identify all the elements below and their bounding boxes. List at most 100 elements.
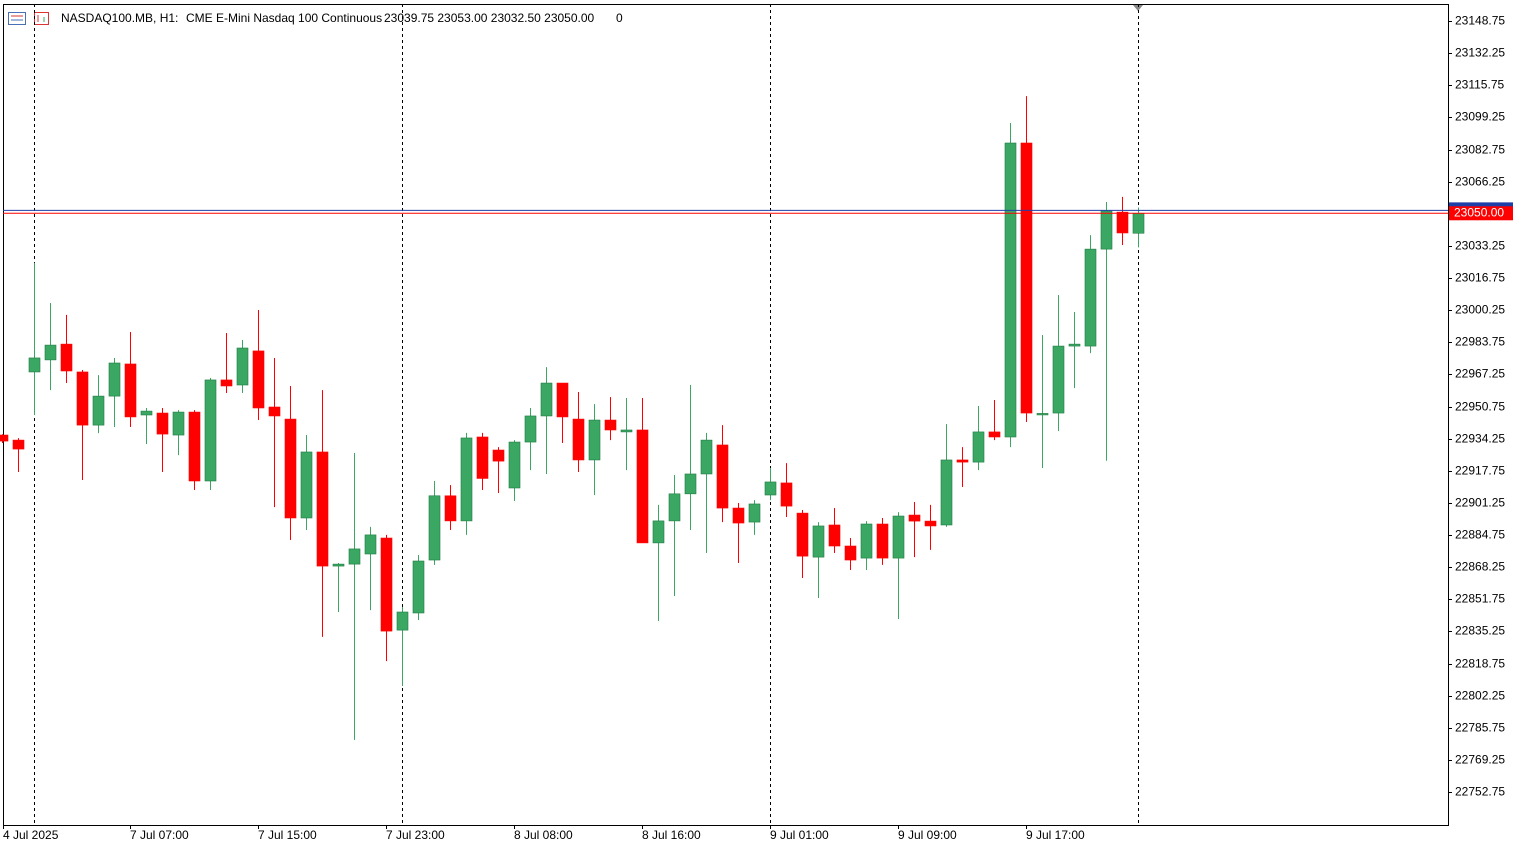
last-price-label: 23050.00 [1454,205,1504,219]
candle-body [332,563,345,567]
candle-body [556,382,569,418]
y-tick-label: 23132.25 [1455,46,1505,60]
candle-body [1052,345,1065,414]
candle-body [12,439,25,450]
candle-body [444,495,457,522]
candle-body [364,534,377,555]
candle-body [924,520,937,527]
y-tick-label: 22818.75 [1455,657,1505,671]
candle-body [252,350,265,409]
candle-body [108,362,121,397]
candle-body [204,379,217,482]
candle-body [700,439,713,475]
candle-body [1004,142,1017,438]
y-tick-label: 23082.75 [1455,143,1505,157]
candle-body [956,459,969,463]
x-tick-label: 7 Jul 23:00 [386,828,445,842]
x-tick-label: 9 Jul 17:00 [1026,828,1085,842]
y-tick-label: 23148.75 [1455,14,1505,28]
y-tick-label: 23115.75 [1455,78,1504,92]
candle-body [1116,211,1129,234]
candle-body [188,411,201,482]
candle-body [684,473,697,495]
candle-body [748,503,761,523]
y-tick-label: 22884.75 [1455,528,1505,542]
candle-body [764,481,777,496]
candle-body [1100,210,1113,250]
y-tick-label: 23000.25 [1455,303,1505,317]
candle-body [124,363,137,418]
candle-body [1084,248,1097,347]
candle-body [0,434,9,442]
candle-body [76,371,89,426]
y-tick-label: 23066.25 [1455,175,1505,189]
candle-body [44,344,57,361]
candle-body [1132,212,1145,234]
candle-body [172,411,185,436]
candle-body [268,406,281,417]
candle-body [988,431,1001,438]
candle-body [396,611,409,631]
plot-frame [3,4,1449,826]
candle-body [572,418,585,461]
candle-body [588,419,601,461]
candle-body [908,514,921,522]
candle-body [620,429,633,433]
candle-body [284,418,297,519]
candle-body [492,449,505,462]
candle-body [428,495,441,561]
x-tick-label: 7 Jul 07:00 [130,828,189,842]
ohlc: 23039.75 23053.00 23032.50 23050.00 [384,11,595,25]
candle-body [972,431,985,463]
candle-body [636,429,649,544]
y-tick-label: 23033.25 [1455,239,1505,253]
y-tick-label: 22950.75 [1455,400,1505,414]
candle-body [828,524,841,547]
candle-body [508,441,521,489]
candle-body [940,459,953,526]
y-tick-label: 22769.25 [1455,753,1505,767]
candle-body [460,437,473,522]
candle-body [28,357,41,373]
y-tick-label: 22934.25 [1455,432,1505,446]
x-tick-label: 9 Jul 09:00 [898,828,957,842]
x-tick-label: 7 Jul 15:00 [258,828,317,842]
last-price-label-bg [1449,206,1513,221]
candle-body [668,493,681,522]
y-tick-label: 22901.25 [1455,496,1505,510]
candle-body [1036,413,1049,416]
candle-body [476,436,489,479]
candle-body [236,347,249,386]
y-tick-label: 22785.75 [1455,721,1505,735]
candle-body [92,395,105,426]
candle-body [140,410,153,416]
candle-body [892,515,905,559]
description: CME E-Mini Nasdaq 100 Continuous [186,11,382,25]
candle-body [1068,343,1081,347]
icon [8,12,26,25]
candle-body [524,415,537,443]
candle-body [796,512,809,557]
candle-body [652,520,665,544]
candle-body [732,507,745,524]
candle-body [220,379,233,387]
candle-body [412,560,425,614]
candle-body [380,537,393,632]
x-tick-label: 9 Jul 01:00 [770,828,829,842]
candle-body [156,412,169,435]
candle-body [860,523,873,559]
y-tick-label: 22835.25 [1455,624,1505,638]
candle-body [780,482,793,507]
x-tick-label: 8 Jul 08:00 [514,828,573,842]
candle-body [604,419,617,431]
y-tick-label: 22851.75 [1455,592,1505,606]
symbol: NASDAQ100.MB, H1: [61,11,178,25]
icon [34,12,49,25]
candle-body [844,545,857,561]
y-tick-label: 22868.25 [1455,560,1505,574]
candle-body [876,523,889,559]
x-tick-label: 4 Jul 2025 [3,828,59,842]
